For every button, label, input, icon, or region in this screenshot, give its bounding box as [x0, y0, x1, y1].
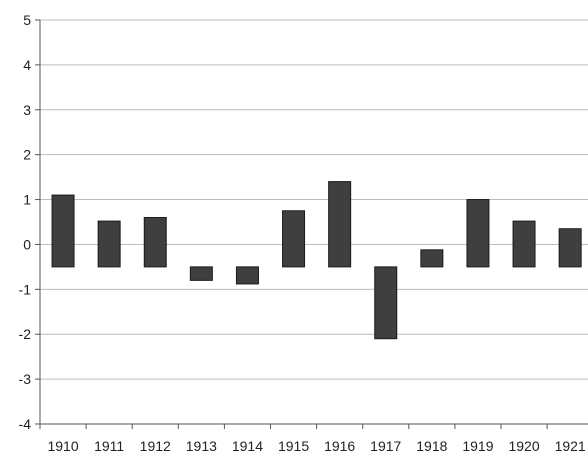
- y-tick-label: -4: [19, 416, 32, 432]
- bar-1921: [558, 228, 582, 268]
- y-tick-labels: -4 -3 -2 -1 0 1 2 3 4 5: [19, 12, 40, 432]
- x-tick-label: 1915: [278, 438, 309, 454]
- bar-1917: [374, 266, 398, 340]
- y-tick-label: -1: [19, 281, 32, 297]
- bar-1913: [189, 266, 213, 281]
- x-tick-label: 1910: [47, 438, 78, 454]
- x-tick-label: 1918: [416, 438, 447, 454]
- bar-1911: [97, 220, 121, 268]
- bar-1915: [282, 210, 306, 268]
- bars: [51, 181, 582, 340]
- bar-1914: [235, 266, 259, 285]
- x-tick-label: 1916: [324, 438, 355, 454]
- gridlines: [40, 19, 588, 380]
- bar-1919: [466, 199, 490, 268]
- bar-1916: [328, 181, 352, 268]
- x-tick-label: 1921: [555, 438, 586, 454]
- bar-1910: [51, 194, 75, 268]
- x-tick-label: 1920: [508, 438, 539, 454]
- bar-1912: [143, 217, 167, 268]
- x-tick-label: 1911: [94, 438, 124, 454]
- y-tick-label: 3: [23, 102, 31, 118]
- x-tick-label: 1917: [370, 438, 401, 454]
- y-tick-label: -2: [19, 326, 32, 342]
- y-tick-label: 5: [23, 12, 31, 28]
- bar-1920: [512, 220, 536, 268]
- x-tick-label: 1914: [232, 438, 263, 454]
- axes: [39, 20, 588, 425]
- y-tick-label: 4: [23, 57, 31, 73]
- bar-1918: [420, 249, 444, 268]
- x-tick-label: 1913: [186, 438, 217, 454]
- y-tick-label: -3: [19, 371, 32, 387]
- y-tick-label: 2: [23, 147, 31, 163]
- x-tick-label: 1919: [462, 438, 493, 454]
- y-tick-label: 0: [23, 236, 31, 252]
- y-tick-label: 1: [23, 192, 31, 208]
- x-tick-label: 1912: [140, 438, 171, 454]
- x-tick-labels: 1910 1911 1912 1913 1914 1915 1916 1917 1918 1919…: [39, 424, 586, 454]
